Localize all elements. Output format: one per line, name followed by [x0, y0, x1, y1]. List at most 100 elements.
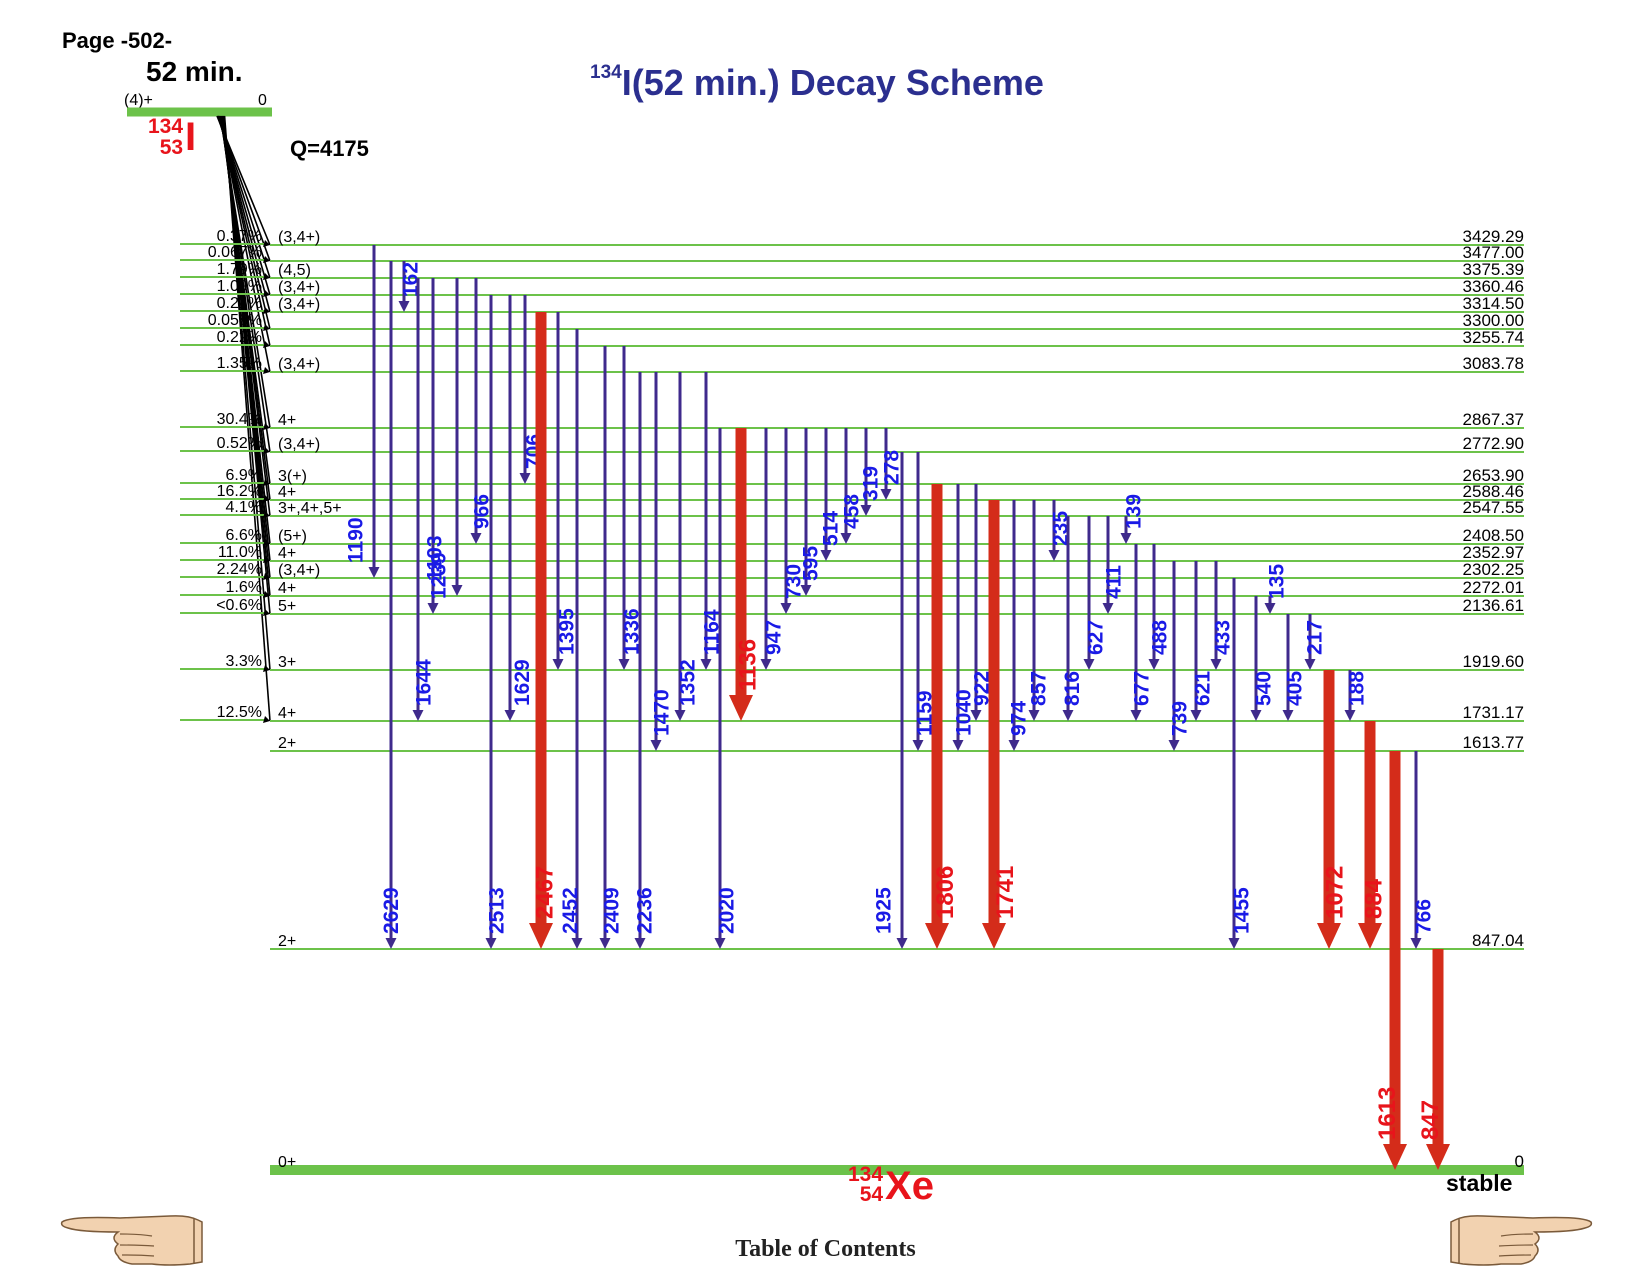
gamma-energy-label: 540	[1252, 671, 1275, 706]
level-spin-label: 3+	[278, 654, 296, 671]
gamma-arrow-head	[760, 659, 772, 670]
gamma-arrow-head	[427, 603, 439, 614]
gamma-arrow-head	[800, 585, 812, 596]
beta-arrow-tip	[263, 495, 270, 502]
beta-intensity-label: 0.52%	[217, 435, 262, 452]
parent-nuclide-numbers: 134 53	[148, 116, 183, 158]
level-spin-label: 2+	[278, 735, 296, 752]
gamma-arrow-head	[952, 740, 964, 751]
table-of-contents-link[interactable]: Table of Contents	[735, 1236, 916, 1262]
beta-intensity-label: 0.058%	[208, 312, 262, 329]
gamma-energy-label: 1352	[676, 659, 699, 706]
gamma-energy-label: 1072	[1322, 866, 1349, 919]
beta-arrow-tip	[263, 256, 270, 263]
gamma-arrow-head	[1062, 710, 1074, 721]
beta-arrow-tip	[263, 273, 270, 280]
gamma-energy-label: 188	[1346, 671, 1369, 706]
gamma-energy-label: 1136	[734, 639, 761, 691]
beta-intensity-label: 0.21%	[217, 295, 262, 312]
beta-intensity-label: 1.09%	[217, 278, 262, 295]
gamma-arrow-head	[896, 938, 908, 949]
gamma-arrow-head	[860, 505, 872, 516]
level-energy-label: 3360.46	[1463, 277, 1524, 296]
gamma-energy-label: 1159	[914, 690, 937, 736]
level-energy-label: 1731.17	[1463, 703, 1524, 722]
level-energy-label: 2653.90	[1463, 466, 1524, 485]
gamma-arrow-head	[1383, 1144, 1407, 1170]
level-energy-label: 1919.60	[1463, 652, 1524, 671]
gamma-energy-label: 1470	[651, 689, 674, 736]
beta-arrow-tip	[263, 573, 270, 580]
gamma-energy-label: 1613	[1374, 1087, 1401, 1140]
gamma-energy-label: 621	[1192, 671, 1215, 706]
gamma-energy-label: 411	[1103, 565, 1126, 599]
gamma-arrow-head	[700, 659, 712, 670]
gamma-arrow-head	[398, 301, 410, 312]
gamma-energy-label: 1629	[511, 659, 534, 706]
beta-intensity-label: <0.6%	[216, 597, 262, 614]
gamma-arrow-head	[674, 710, 686, 721]
gamma-energy-label: 135	[1266, 564, 1289, 599]
level-spin-label: 4+	[278, 705, 296, 722]
gamma-arrow-head	[451, 585, 463, 596]
level-energy-label: 2772.90	[1463, 434, 1524, 453]
beta-arrow-tip	[263, 290, 270, 297]
gamma-arrow-head	[925, 923, 949, 949]
gamma-arrow-head	[1048, 550, 1060, 561]
title-text: I(52 min.) Decay Scheme	[621, 62, 1044, 103]
gamma-energy-label: 1336	[620, 608, 643, 655]
level-energy-label: 3429.29	[1463, 227, 1524, 246]
beta-arrow-tip	[263, 665, 270, 672]
gamma-arrow-head	[1358, 923, 1382, 949]
gamma-energy-label: 217	[1304, 620, 1327, 655]
gamma-arrow-head	[1282, 710, 1294, 721]
gamma-arrow-head	[368, 567, 380, 578]
gamma-energy-label: 2513	[486, 887, 509, 934]
beta-arrow-tip	[263, 591, 270, 598]
gamma-arrow-head	[1083, 659, 1095, 670]
pointing-left-hand-icon[interactable]	[60, 1212, 205, 1268]
stable-label: stable	[1446, 1170, 1513, 1196]
parent-energy: 0	[258, 92, 267, 109]
beta-intensity-label: 0.37%	[217, 228, 262, 245]
gamma-energy-label: 847	[1417, 1100, 1444, 1140]
page-title: 134I(52 min.) Decay Scheme	[590, 62, 1044, 104]
beta-intensity-label: 12.5%	[217, 704, 262, 721]
beta-arrow-tip	[263, 341, 270, 348]
beta-intensity-label: 30.4%	[217, 411, 262, 428]
gamma-arrow-head	[618, 659, 630, 670]
level-spin-label: 4+	[278, 484, 296, 501]
gamma-energy-label: 884	[1361, 878, 1388, 919]
beta-intensity-label: 1.79%	[217, 261, 262, 278]
beta-intensity-label: 0.22%	[217, 329, 262, 346]
gamma-arrow-head	[1426, 1144, 1450, 1170]
gamma-arrow-head	[1028, 710, 1040, 721]
gamma-energy-label: 1925	[872, 887, 895, 934]
level-spin-label: (3,4+)	[278, 279, 320, 296]
gamma-energy-label: 2236	[634, 887, 657, 934]
gamma-arrow-head	[412, 710, 424, 721]
gamma-arrow-head	[504, 710, 516, 721]
gamma-energy-label: 433	[1212, 620, 1235, 655]
page-label: Page -502-	[62, 28, 173, 53]
beta-arrow-tip	[263, 609, 270, 616]
level-spin-label: (5+)	[278, 528, 307, 545]
beta-arrow-tip	[263, 556, 270, 563]
gamma-energy-label: 730	[782, 564, 805, 599]
level-spin-label: (3,4+)	[278, 562, 320, 579]
gamma-energy-label: 627	[1085, 620, 1108, 655]
level-energy-label: 3375.39	[1463, 260, 1524, 279]
gamma-energy-label: 319	[860, 466, 883, 501]
beta-intensity-label: 6.6%	[226, 527, 262, 544]
gamma-arrow-head	[552, 659, 564, 670]
title-mass-number: 134	[590, 62, 622, 83]
gamma-arrow-head	[634, 938, 646, 949]
gamma-energy-label: 1395	[555, 608, 578, 655]
level-spin-label: (4,5)	[278, 262, 311, 279]
gamma-energy-label: 1455	[1230, 887, 1253, 934]
gamma-energy-label: 2409	[601, 887, 624, 934]
gamma-arrow-head	[1264, 603, 1276, 614]
gamma-energy-label: 947	[762, 620, 785, 655]
pointing-right-hand-icon[interactable]	[1448, 1212, 1593, 1268]
